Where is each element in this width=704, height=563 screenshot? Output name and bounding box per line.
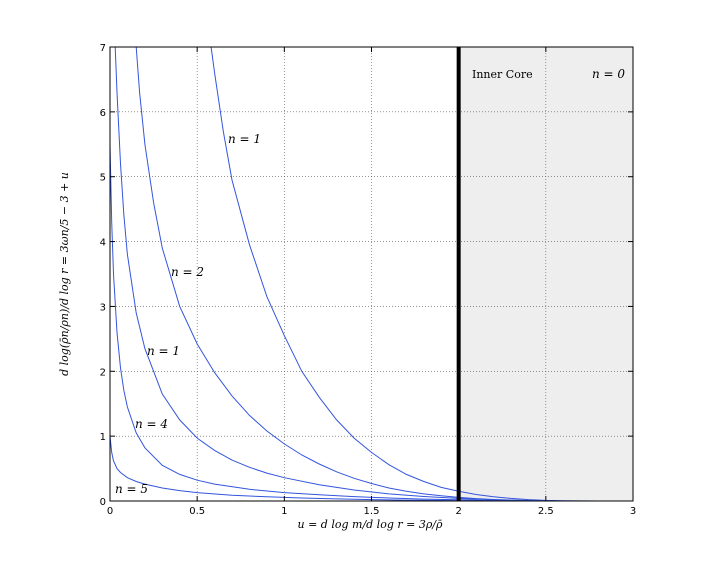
y-tick-label: 6 <box>100 108 106 119</box>
y-tick-label: 5 <box>100 173 106 184</box>
y-tick-label: 7 <box>100 43 106 54</box>
n5-label: n = 5 <box>115 482 148 496</box>
inner-core-region <box>458 47 633 501</box>
y-tick-label: 1 <box>100 432 106 443</box>
x-axis-label: u = d log m/d log r = 3ρ/ρ̄ <box>298 518 444 531</box>
y-axis-ticks: 0 1 2 3 4 5 6 7 <box>100 43 633 508</box>
x-tick-label: 0.5 <box>189 506 205 517</box>
n4-label: n = 4 <box>135 417 168 431</box>
y-tick-label: 0 <box>100 497 106 508</box>
curves <box>109 46 599 502</box>
x-tick-label: 3 <box>630 506 636 517</box>
n-zero-label: n = 0 <box>592 67 625 81</box>
series-line-3 <box>114 46 564 502</box>
x-tick-label: 2.5 <box>538 506 554 517</box>
y-axis-label: d log(ρ̄n/ρn)/d log r = 3ωn/5 − 3 + u <box>58 172 71 376</box>
series-line-4 <box>109 144 529 502</box>
x-tick-label: 1 <box>281 506 287 517</box>
y-tick-label: 4 <box>100 238 106 249</box>
inner-core-label: Inner Core <box>472 68 533 81</box>
n1-top-label: n = 1 <box>228 132 261 146</box>
series-line-5 <box>109 436 512 502</box>
n1-mid-label: n = 1 <box>147 344 180 358</box>
y-tick-label: 3 <box>100 302 106 313</box>
x-tick-label: 1.5 <box>364 506 380 517</box>
series-line-1 <box>210 46 599 502</box>
x-tick-label: 0 <box>107 506 113 517</box>
y-tick-label: 2 <box>100 367 106 378</box>
x-tick-label: 2 <box>455 506 461 517</box>
n2-label: n = 2 <box>171 265 204 279</box>
x-axis-ticks: 0 0.5 1 1.5 2 2.5 3 <box>107 47 636 517</box>
